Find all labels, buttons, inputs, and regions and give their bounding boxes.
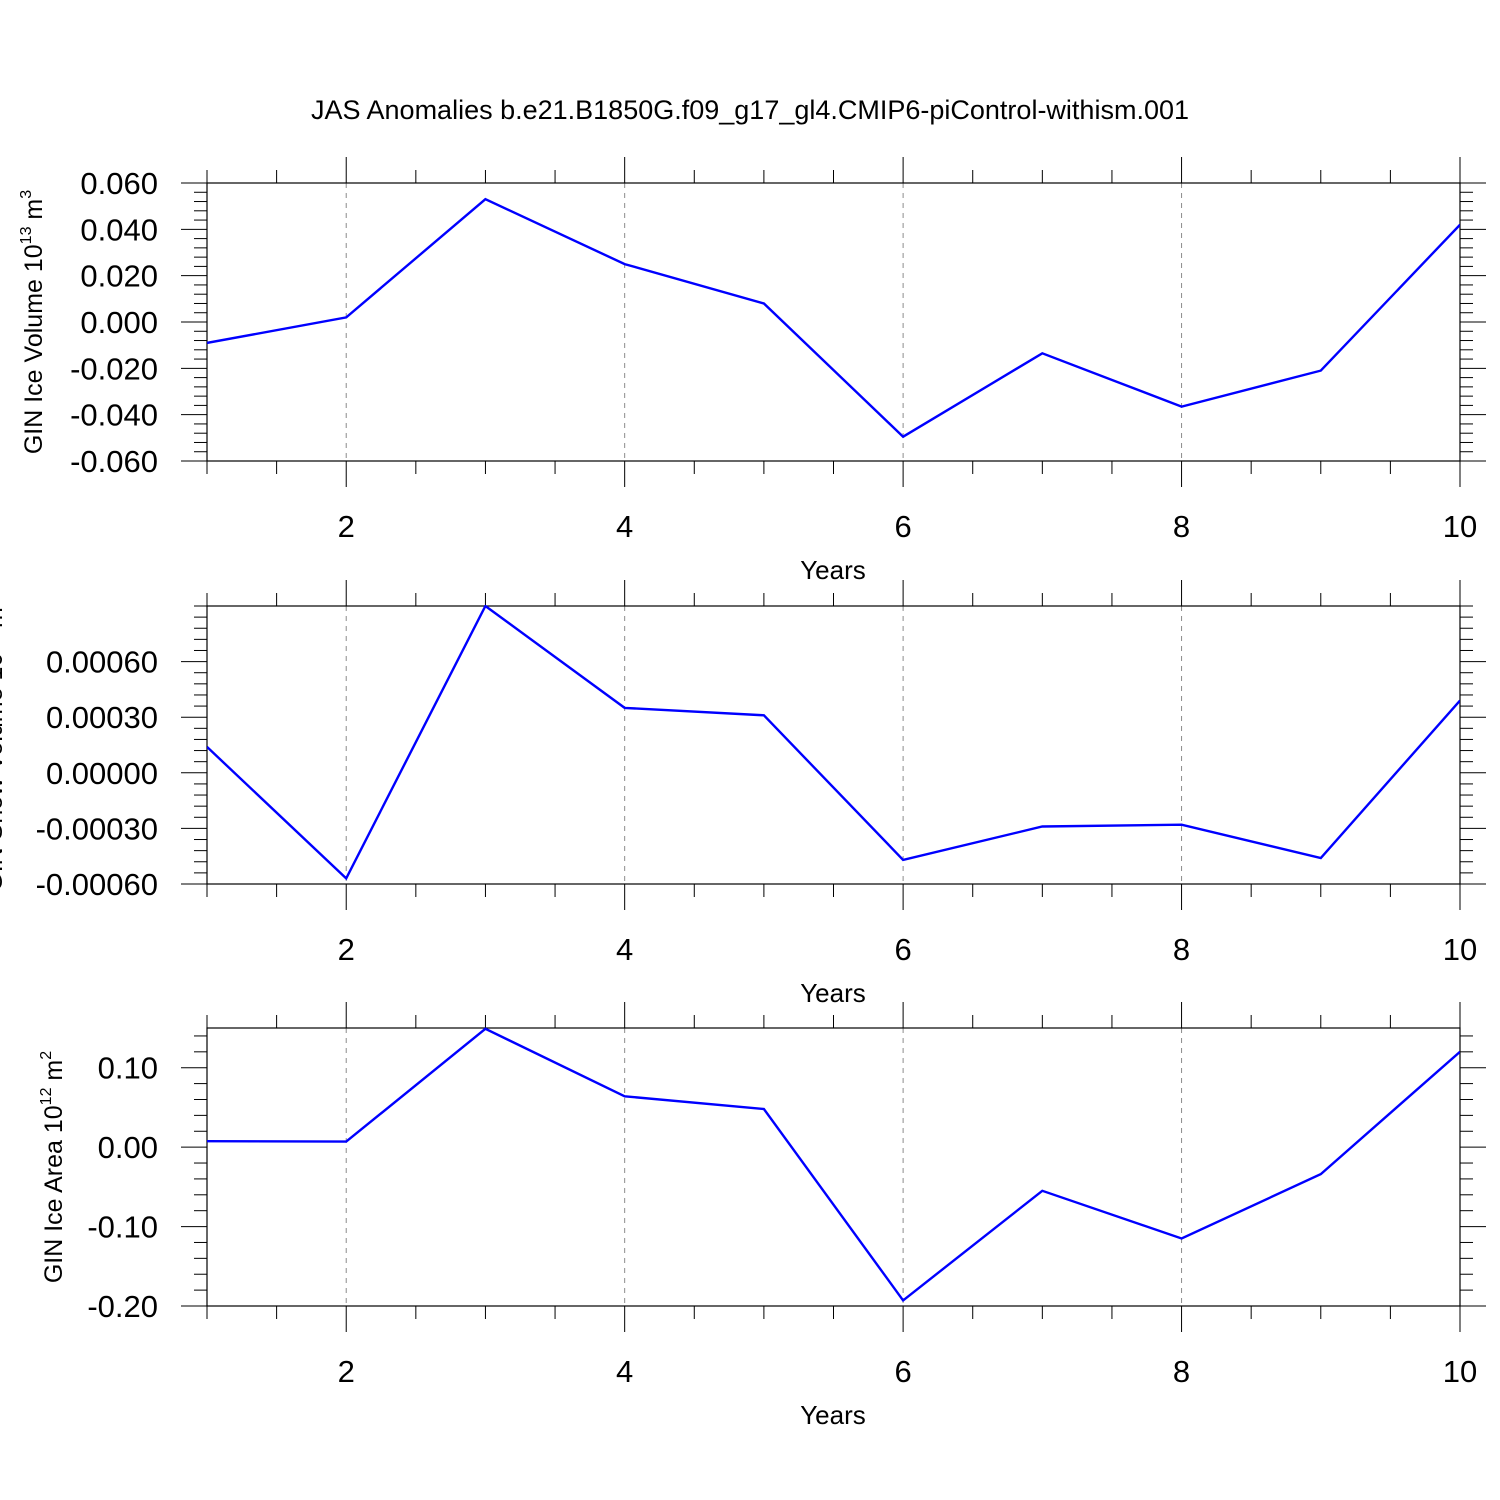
- series-line: [207, 605, 1460, 881]
- y-tick-label: -0.040: [70, 398, 158, 433]
- y-tick-label: -0.060: [70, 444, 158, 479]
- plot-frame: [206, 1027, 1461, 1307]
- series-line: [207, 1027, 1460, 1303]
- y-tick-label: 0.000: [80, 305, 158, 340]
- y-tick-label: 0.00030: [46, 700, 158, 735]
- x-tick-label: 2: [338, 509, 355, 544]
- x-tick-label: 10: [1443, 1354, 1477, 1389]
- x-tick-label: 4: [616, 509, 633, 544]
- x-tick-label: 2: [338, 932, 355, 967]
- y-axis-label-unit: m: [20, 199, 48, 227]
- figure-title: JAS Anomalies b.e21.B1850G.f09_g17_gl4.C…: [311, 95, 1189, 125]
- y-tick-label: 0.10: [98, 1051, 158, 1086]
- x-tick-label: 10: [1443, 932, 1477, 967]
- x-tick-label: 8: [1173, 509, 1190, 544]
- x-tick-label: 6: [894, 932, 911, 967]
- y-tick-label: 0.020: [80, 259, 158, 294]
- y-axis-label-text: GIN Snow Volume 10: [0, 653, 8, 892]
- x-axis-label: Years: [800, 555, 866, 585]
- x-tick-label: 4: [616, 1354, 633, 1389]
- y-axis-label-exponent: 13: [18, 226, 35, 244]
- y-axis-label-exponent: 12: [38, 1087, 55, 1105]
- y-axis-label: GIN Snow Volume 1013 m3: [0, 598, 8, 892]
- y-tick-label: -0.20: [87, 1289, 158, 1324]
- plot-frame: [206, 182, 1461, 462]
- x-axis-label: Years: [800, 1400, 866, 1430]
- y-axis-label: GIN Ice Volume 1013 m3: [18, 190, 48, 454]
- series-line: [207, 197, 1460, 439]
- y-axis-label-unit-exponent: 3: [18, 190, 35, 199]
- y-tick-label: 0.040: [80, 212, 158, 247]
- x-tick-label: 8: [1173, 932, 1190, 967]
- x-tick-label: 6: [894, 509, 911, 544]
- x-tick-label: 4: [616, 932, 633, 967]
- y-axis-label-unit: m: [40, 1060, 68, 1088]
- chart-panel-3: 2 4 6 8 10 Years -0.20 -0.10 0.00 0.10 GIN Ice Are…: [38, 1002, 1486, 1430]
- x-tick-label: 2: [338, 1354, 355, 1389]
- x-tick-label: 8: [1173, 1354, 1190, 1389]
- y-axis-label-text: GIN Ice Area 10: [40, 1105, 68, 1283]
- x-tick-label: 6: [894, 1354, 911, 1389]
- y-axis-label-unit-exponent: 2: [38, 1051, 55, 1060]
- y-tick-label: 0.00000: [46, 756, 158, 791]
- y-axis-label: GIN Ice Area 1012 m2: [38, 1051, 68, 1283]
- y-axis-label-unit: m: [0, 607, 8, 635]
- x-tick-label: 10: [1443, 509, 1477, 544]
- y-tick-label: 0.060: [80, 166, 158, 201]
- y-axis-label-text: GIN Ice Volume 10: [20, 244, 48, 454]
- panels: 2 4 6 8 10 Years -0.060 -0.040 -0.020 0.000 0.020 0…: [0, 157, 1486, 1430]
- chart-panel-2: 2 4 6 8 10 Years -0.00060 -0.00030 0.00000 0.0003…: [0, 580, 1486, 1008]
- y-tick-label: -0.020: [70, 351, 158, 386]
- y-tick-label: -0.00060: [36, 867, 158, 902]
- y-tick-label: 0.00060: [46, 645, 158, 680]
- plot-frame: [206, 605, 1461, 885]
- y-tick-label: -0.00030: [36, 811, 158, 846]
- y-tick-label: -0.10: [87, 1210, 158, 1245]
- chart-panel-1: 2 4 6 8 10 Years -0.060 -0.040 -0.020 0.000 0.020 0…: [18, 157, 1486, 585]
- y-tick-label: 0.00: [98, 1130, 158, 1165]
- x-axis-label: Years: [800, 978, 866, 1008]
